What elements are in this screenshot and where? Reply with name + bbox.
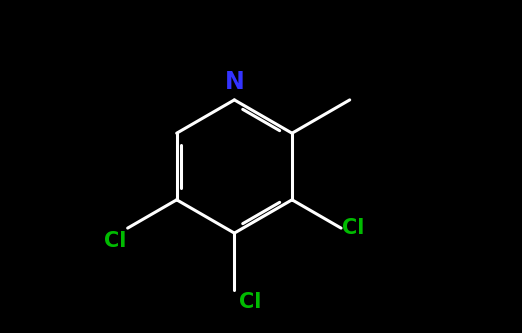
Text: Cl: Cl xyxy=(342,218,365,238)
Text: Cl: Cl xyxy=(104,231,126,251)
Text: N: N xyxy=(224,70,244,94)
Text: Cl: Cl xyxy=(240,292,262,312)
